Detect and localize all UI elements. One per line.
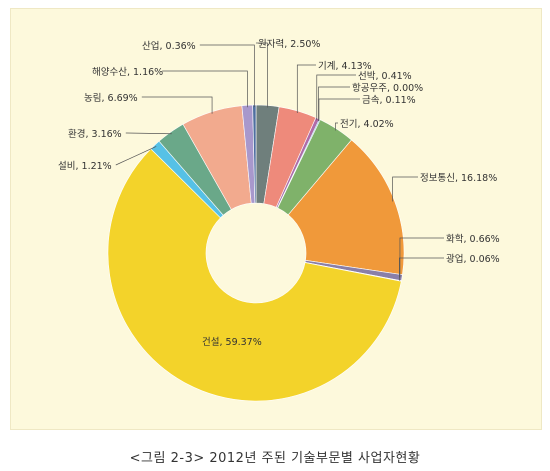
slice-15-wedge [252,104,257,204]
figure-caption: <그림 2-3> 2012년 주된 기술부문별 사업자현황 [129,451,421,466]
slice-12-leader-line [125,132,172,135]
slice-1-label: 원자력, 2.50% [258,38,320,50]
slice-3-label: 선박, 0.41% [358,71,412,82]
slice-9-leader-line [399,257,444,281]
slice-6-leader-line [335,122,338,131]
slice-3-leader-line [316,74,356,121]
slice-9-label: 광업, 0.06% [446,253,500,265]
slice-6-label: 전기, 4.02% [340,119,394,130]
slice-7-label: 정보통신, 16.18% [420,173,497,184]
slice-7-wedge [287,139,405,276]
slice-10-label: 건설, 59.37% [202,337,262,348]
slice-14-leader-line [162,70,248,108]
slice-15-leader-line [199,44,255,108]
slice-2-leader-line [296,64,316,113]
slice-7-leader-line [392,176,418,202]
slice-12-label: 환경, 3.16% [68,128,122,140]
slice-10-wedge [107,148,402,402]
slice-11-leader-line [115,146,157,166]
slice-8-leader-line [399,237,444,278]
leader-lines-group [115,42,444,281]
slice-11-label: 설비, 1.21% [58,161,112,172]
slices-group [107,104,405,402]
slice-14-label: 해양수산, 1.16% [92,66,163,78]
slice-2-label: 기계, 4.13% [318,60,372,72]
slice-8-label: 화학, 0.66% [446,234,500,245]
slice-13-leader-line [141,96,213,114]
slice-1-leader-line [256,42,268,108]
slice-5-label: 금속, 0.11% [362,95,416,106]
slice-4-leader-line [318,86,350,122]
slice-15-label: 산업, 0.36% [142,40,196,52]
slice-4-label: 항공우주, 0.00% [352,83,423,94]
slice-5-leader-line [318,98,360,122]
labels-group: 원자력, 2.50% 기계, 4.13%선박, 0.41%항공우주, 0.00%금… [58,38,500,348]
slice-13-label: 농림, 6.69% [84,92,138,104]
